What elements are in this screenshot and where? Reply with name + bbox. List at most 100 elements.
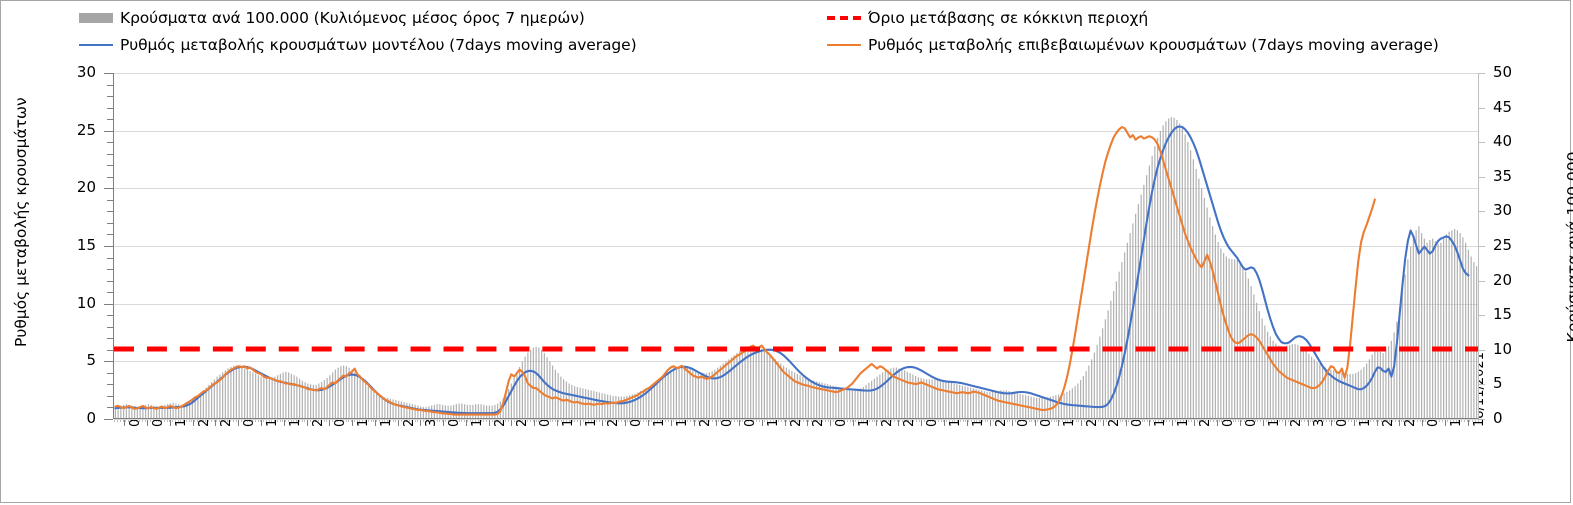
x-axis-minor-tick — [1392, 419, 1394, 422]
y-axis-right-tick-label: 35 — [1493, 166, 1513, 185]
x-axis-minor-tick — [122, 419, 124, 422]
x-axis-major-tick — [352, 419, 354, 426]
x-axis-minor-tick — [1279, 419, 1281, 422]
x-axis-minor-tick — [835, 419, 837, 422]
x-axis-minor-tick — [1282, 419, 1284, 422]
y-axis-left-tick-label: 20 — [76, 178, 96, 197]
x-axis-major-tick — [238, 419, 240, 426]
x-axis-minor-tick — [185, 419, 187, 422]
x-axis-minor-tick — [235, 419, 237, 422]
x-axis-minor-tick — [224, 419, 226, 422]
x-axis-minor-tick — [813, 419, 815, 422]
x-axis-minor-tick — [1017, 419, 1019, 422]
x-axis-minor-tick — [970, 419, 972, 422]
x-axis-minor-tick — [849, 419, 851, 422]
x-axis-minor-tick — [673, 419, 675, 422]
x-axis-major-tick — [1399, 419, 1401, 426]
x-axis-minor-tick — [271, 419, 273, 422]
x-axis-minor-tick — [1221, 419, 1223, 422]
x-axis-minor-tick — [833, 419, 835, 422]
y-axis-right-tick — [1479, 349, 1485, 351]
x-axis-minor-tick — [279, 419, 281, 422]
x-axis-minor-tick — [1268, 419, 1270, 422]
x-axis-minor-tick — [1364, 419, 1366, 422]
x-axis-minor-tick — [296, 419, 298, 422]
x-axis-minor-tick — [458, 419, 460, 422]
x-axis-minor-tick — [1169, 419, 1171, 422]
y-axis-right-tick-label: 0 — [1493, 409, 1503, 427]
x-axis-minor-tick — [742, 419, 744, 422]
x-axis-major-tick — [761, 419, 763, 426]
y-axis-left-tick — [107, 326, 113, 328]
x-axis-minor-tick — [1477, 419, 1479, 422]
x-axis-minor-tick — [962, 419, 964, 422]
x-axis-major-tick — [966, 419, 968, 426]
y-axis-left-tick — [107, 107, 113, 109]
x-axis-minor-tick — [1312, 419, 1314, 422]
y-axis-left-tick-label: 10 — [76, 293, 96, 312]
x-axis-minor-tick — [1125, 419, 1127, 422]
y-axis-left-tick-label: 15 — [76, 236, 96, 254]
y-axis-left-tick — [107, 119, 113, 121]
y-axis-left-tick-label: 0 — [86, 409, 96, 427]
x-axis-minor-tick — [1003, 419, 1005, 422]
x-axis-minor-tick — [309, 419, 311, 422]
x-axis-minor-tick — [1059, 419, 1060, 422]
x-axis-major-tick — [215, 419, 217, 426]
x-axis-minor-tick — [1001, 419, 1003, 422]
legend-item-cases-bars[interactable]: Κρούσματα ανά 100.000 (Κυλιόμενος μέσος … — [79, 9, 585, 27]
x-axis-minor-tick — [1461, 419, 1463, 422]
x-axis-minor-tick — [243, 419, 245, 422]
x-axis-minor-tick — [588, 419, 590, 422]
x-axis-minor-tick — [202, 419, 204, 422]
x-axis-minor-tick — [612, 419, 614, 422]
x-axis-minor-tick — [331, 419, 333, 422]
y-axis-left-tick — [107, 257, 113, 259]
x-axis-minor-tick — [998, 419, 1000, 422]
legend-item-model-rate[interactable]: Ρυθμός μεταβολής κρουσμάτων μοντέλου (7d… — [79, 36, 637, 54]
x-axis-minor-tick — [1144, 419, 1146, 422]
x-axis-minor-tick — [789, 419, 791, 422]
x-axis-minor-tick — [811, 419, 813, 422]
x-axis-minor-tick — [1014, 419, 1016, 422]
legend-item-confirmed-rate[interactable]: Ρυθμός μεταβολής επιβεβαιωμένων κρουσμάτ… — [827, 36, 1439, 54]
x-axis-minor-tick — [436, 419, 438, 422]
x-axis-minor-tick — [1097, 419, 1099, 422]
x-axis-minor-tick — [860, 419, 862, 422]
legend-label-confirmed-rate: Ρυθμός μεταβολής επιβεβαιωμένων κρουσμάτ… — [868, 36, 1439, 54]
y-axis-left-tick — [107, 407, 113, 409]
x-axis-minor-tick — [1039, 419, 1041, 422]
x-axis-minor-tick — [747, 419, 749, 422]
x-axis-minor-tick — [1447, 419, 1449, 422]
y-axis-left-tick-label: 5 — [86, 351, 96, 370]
x-axis-minor-tick — [356, 419, 358, 422]
x-axis-minor-tick — [183, 419, 185, 422]
x-axis-major-tick — [260, 419, 262, 426]
x-axis-minor-tick — [323, 419, 325, 422]
x-axis-minor-tick — [604, 419, 606, 422]
x-axis-major-tick — [989, 419, 991, 426]
x-axis-minor-tick — [874, 419, 876, 422]
x-axis-minor-tick — [144, 419, 146, 422]
x-axis-minor-tick — [340, 419, 342, 422]
y-axis-right-tick — [1479, 211, 1485, 213]
x-axis-minor-tick — [1466, 419, 1468, 422]
x-axis-minor-tick — [455, 419, 457, 422]
x-axis-minor-tick — [640, 419, 642, 422]
x-axis-minor-tick — [717, 419, 719, 422]
x-axis-minor-tick — [954, 419, 956, 422]
x-axis-minor-tick — [403, 419, 405, 422]
x-axis-major-tick — [556, 419, 558, 426]
x-axis-minor-tick — [822, 419, 824, 422]
legend-item-threshold[interactable]: Όριο μετάβασης σε κόκκινη περιοχή — [827, 9, 1148, 27]
x-axis-minor-tick — [698, 419, 700, 422]
x-axis-minor-tick — [312, 419, 314, 422]
x-axis-minor-tick — [577, 419, 579, 422]
x-axis-minor-tick — [1276, 419, 1278, 422]
x-axis-minor-tick — [1414, 419, 1416, 422]
x-axis-minor-tick — [276, 419, 278, 422]
x-axis-minor-tick — [252, 419, 254, 422]
x-axis-minor-tick — [808, 419, 810, 422]
x-axis-minor-tick — [1045, 419, 1047, 422]
x-axis-major-tick — [1467, 419, 1469, 426]
